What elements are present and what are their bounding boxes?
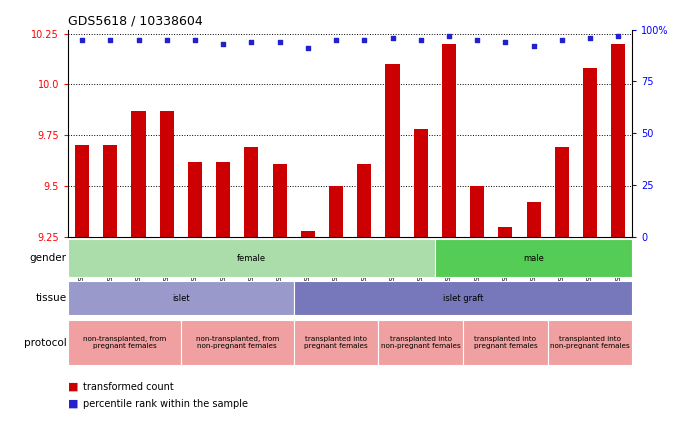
Point	[500, 38, 511, 45]
Bar	[470, 186, 484, 237]
Text: non-transplanted, from
non-pregnant females: non-transplanted, from non-pregnant fema…	[196, 336, 279, 349]
Point	[161, 36, 172, 43]
Bar	[413, 129, 428, 237]
Text: transplanted into
non-pregnant females: transplanted into non-pregnant females	[550, 336, 630, 349]
Bar	[216, 162, 231, 237]
Text: transformed count: transformed count	[83, 382, 173, 392]
Text: ■: ■	[68, 382, 78, 392]
Point	[359, 36, 370, 43]
Point	[218, 41, 228, 47]
Text: protocol: protocol	[24, 338, 67, 348]
Bar	[378, 320, 463, 365]
Bar	[555, 148, 569, 237]
Bar	[131, 111, 146, 237]
Point	[472, 36, 483, 43]
Bar	[357, 164, 371, 237]
Text: islet graft: islet graft	[443, 294, 483, 303]
Bar	[583, 68, 597, 237]
Text: male: male	[523, 253, 544, 263]
Bar	[548, 320, 632, 365]
Bar	[160, 111, 174, 237]
Bar	[294, 320, 378, 365]
Bar	[273, 164, 287, 237]
Bar	[442, 44, 456, 237]
Bar	[103, 146, 118, 237]
Text: female: female	[237, 253, 266, 263]
Bar	[188, 162, 202, 237]
Point	[77, 36, 88, 43]
Bar	[75, 146, 89, 237]
Bar	[526, 202, 541, 237]
Point	[133, 36, 144, 43]
Text: percentile rank within the sample: percentile rank within the sample	[83, 399, 248, 409]
Bar	[68, 320, 181, 365]
Bar	[301, 231, 315, 237]
Bar	[611, 44, 626, 237]
Bar	[244, 148, 258, 237]
Bar	[68, 281, 294, 316]
Text: tissue: tissue	[35, 293, 67, 303]
Point	[190, 36, 201, 43]
Bar	[329, 186, 343, 237]
Text: ■: ■	[68, 399, 78, 409]
Bar	[68, 239, 435, 277]
Text: transplanted into
pregnant females: transplanted into pregnant females	[304, 336, 368, 349]
Point	[274, 38, 285, 45]
Bar	[386, 64, 400, 237]
Point	[246, 38, 257, 45]
Text: GDS5618 / 10338604: GDS5618 / 10338604	[68, 14, 203, 27]
Point	[105, 36, 116, 43]
Point	[585, 34, 596, 41]
Text: transplanted into
non-pregnant females: transplanted into non-pregnant females	[381, 336, 460, 349]
Point	[613, 32, 624, 39]
Point	[556, 36, 567, 43]
Text: transplanted into
pregnant females: transplanted into pregnant females	[473, 336, 537, 349]
Text: non-transplanted, from
pregnant females: non-transplanted, from pregnant females	[83, 336, 166, 349]
Bar	[498, 227, 513, 237]
Text: gender: gender	[30, 253, 67, 263]
Point	[387, 34, 398, 41]
Point	[528, 42, 539, 49]
Point	[443, 32, 454, 39]
Text: islet: islet	[172, 294, 190, 303]
Bar	[435, 239, 632, 277]
Bar	[463, 320, 548, 365]
Point	[303, 44, 313, 51]
Point	[330, 36, 341, 43]
Bar	[181, 320, 294, 365]
Point	[415, 36, 426, 43]
Bar	[294, 281, 632, 316]
